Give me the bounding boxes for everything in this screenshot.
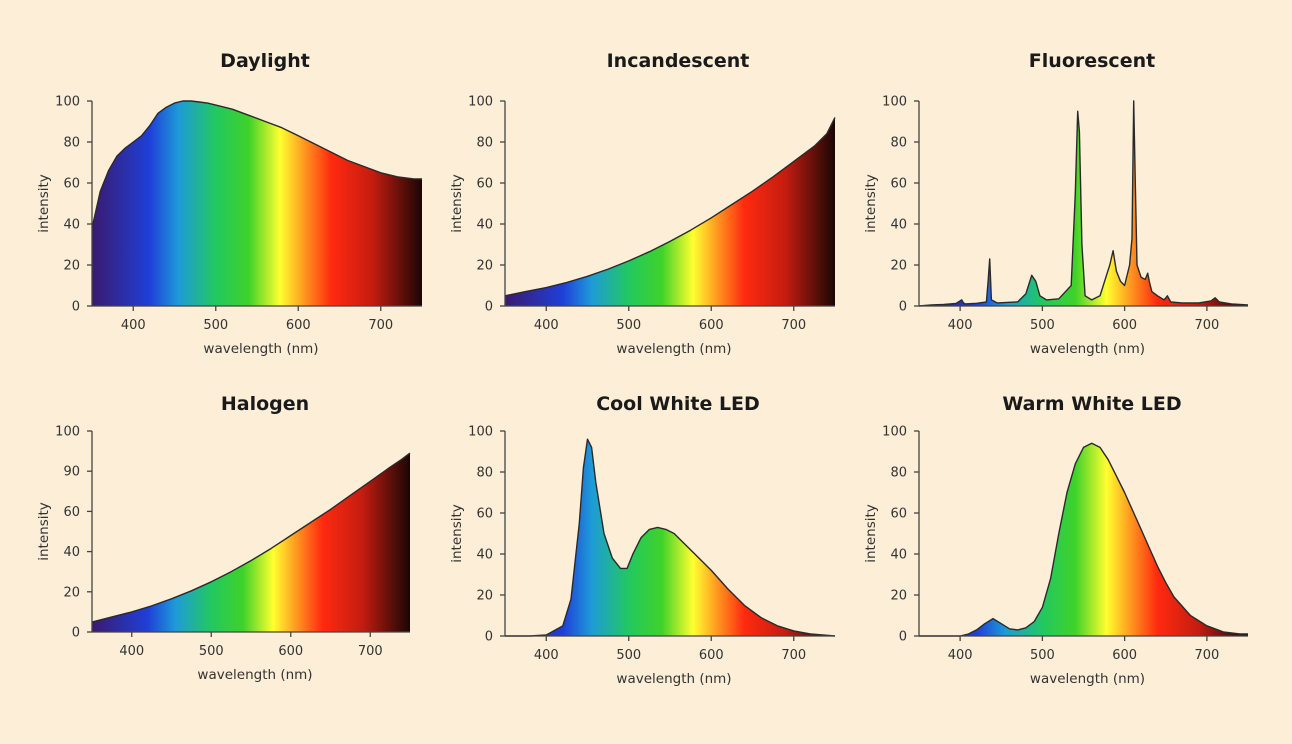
y-tick-label: 60 xyxy=(63,505,80,520)
y-tick-label: 100 xyxy=(468,95,493,110)
x-tick-label: 500 xyxy=(616,318,641,333)
y-tick-label: 100 xyxy=(55,425,80,440)
chart-panel-4: Halogen 0 20 40 60 90 100 400 500 600 700 wavelengt… xyxy=(36,393,411,683)
y-tick-label: 20 xyxy=(890,259,907,274)
spectrum-line xyxy=(91,100,422,229)
y-tick-label: 40 xyxy=(63,218,80,233)
x-tick-label: 700 xyxy=(358,644,383,659)
y-tick-label: 40 xyxy=(890,548,907,563)
y-axis-label: intensity xyxy=(36,502,52,561)
x-tick-label: 400 xyxy=(119,644,144,659)
y-tick-label: 80 xyxy=(476,466,493,481)
y-tick-label: 60 xyxy=(890,507,907,522)
y-tick-label: 80 xyxy=(63,136,80,151)
x-tick-label: 400 xyxy=(948,648,973,663)
y-tick-label: 0 xyxy=(485,630,493,645)
spectrum-line xyxy=(91,452,411,623)
chart-title: Warm White LED xyxy=(1002,393,1181,415)
chart-panel-5: Cool White LED 0 20 40 60 80 100 400 500 600 700 wa… xyxy=(449,393,836,687)
x-tick-label: 500 xyxy=(199,644,224,659)
x-tick-label: 600 xyxy=(1112,318,1137,333)
y-axis-label: intensity xyxy=(863,504,879,563)
x-tick-label: 600 xyxy=(699,318,724,333)
y-tick-label: 100 xyxy=(882,425,907,440)
y-tick-label: 0 xyxy=(72,300,80,315)
x-tick-label: 400 xyxy=(121,318,146,333)
chart-title: Fluorescent xyxy=(1029,50,1155,72)
x-tick-label: 600 xyxy=(278,644,303,659)
x-tick-label: 500 xyxy=(1030,648,1055,663)
y-tick-label: 80 xyxy=(476,136,493,151)
y-tick-label: 40 xyxy=(890,218,907,233)
chart-title: Incandescent xyxy=(607,50,750,72)
x-tick-label: 600 xyxy=(699,648,724,663)
y-tick-label: 80 xyxy=(890,466,907,481)
x-axis-label: wavelength (nm) xyxy=(616,671,731,687)
chart-panel-2: Incandescent 0 20 40 60 80 100 400 500 600 700 wave… xyxy=(449,50,836,357)
y-tick-label: 20 xyxy=(63,585,80,600)
spectrum-area xyxy=(92,453,410,632)
chart-title: Cool White LED xyxy=(596,393,760,415)
x-axis-label: wavelength (nm) xyxy=(197,667,312,683)
y-tick-label: 0 xyxy=(899,630,907,645)
y-axis-label: intensity xyxy=(36,174,52,233)
y-tick-label: 20 xyxy=(63,259,80,274)
x-tick-label: 400 xyxy=(534,648,559,663)
chart-panel-6: Warm White LED 0 20 40 60 80 100 400 500 600 700 wa… xyxy=(863,393,1248,687)
y-tick-label: 80 xyxy=(890,136,907,151)
y-tick-label: 90 xyxy=(63,465,80,480)
x-tick-label: 500 xyxy=(203,318,228,333)
x-tick-label: 400 xyxy=(948,318,973,333)
spectrum-area xyxy=(92,101,422,306)
x-tick-label: 700 xyxy=(1194,648,1219,663)
y-tick-label: 60 xyxy=(63,177,80,192)
spectrum-line xyxy=(918,100,1249,307)
y-tick-label: 100 xyxy=(468,425,493,440)
x-tick-label: 600 xyxy=(286,318,311,333)
y-tick-label: 60 xyxy=(890,177,907,192)
y-tick-label: 40 xyxy=(476,548,493,563)
y-tick-label: 100 xyxy=(55,95,80,110)
y-axis-label: intensity xyxy=(863,174,879,233)
spectrum-area xyxy=(505,117,835,307)
x-tick-label: 500 xyxy=(1030,318,1055,333)
y-tick-label: 0 xyxy=(72,626,80,641)
x-axis-label: wavelength (nm) xyxy=(1030,671,1145,687)
chart-panel-3: Fluorescent 0 20 40 60 80 100 400 500 600 700 wavel… xyxy=(863,50,1249,357)
y-tick-label: 0 xyxy=(899,300,907,315)
y-tick-label: 60 xyxy=(476,507,493,522)
x-tick-label: 700 xyxy=(368,318,393,333)
x-tick-label: 600 xyxy=(1112,648,1137,663)
spectrum-line xyxy=(504,117,836,297)
y-axis-label: intensity xyxy=(449,504,465,563)
y-tick-label: 60 xyxy=(476,177,493,192)
spectrum-area xyxy=(505,439,835,636)
chart-title: Daylight xyxy=(220,50,310,72)
x-axis-label: wavelength (nm) xyxy=(616,341,731,357)
y-tick-label: 20 xyxy=(476,589,493,604)
x-tick-label: 400 xyxy=(534,318,559,333)
y-axis-label: intensity xyxy=(449,174,465,233)
spectrum-line xyxy=(505,438,836,637)
x-tick-label: 700 xyxy=(781,318,806,333)
y-tick-label: 100 xyxy=(882,95,907,110)
y-tick-label: 0 xyxy=(485,300,493,315)
chart-title: Halogen xyxy=(221,393,309,415)
chart-panel-1: Daylight 0 20 40 60 80 100 400 500 600 700 waveleng… xyxy=(36,50,422,357)
y-tick-label: 20 xyxy=(476,259,493,274)
y-tick-label: 40 xyxy=(476,218,493,233)
spectrum-area xyxy=(919,443,1248,636)
x-axis-label: wavelength (nm) xyxy=(203,341,318,357)
x-tick-label: 700 xyxy=(1194,318,1219,333)
spectrum-line xyxy=(919,442,1248,637)
y-tick-label: 20 xyxy=(890,589,907,604)
x-tick-label: 700 xyxy=(781,648,806,663)
y-tick-label: 40 xyxy=(63,545,80,560)
x-axis-label: wavelength (nm) xyxy=(1030,341,1145,357)
x-tick-label: 500 xyxy=(616,648,641,663)
